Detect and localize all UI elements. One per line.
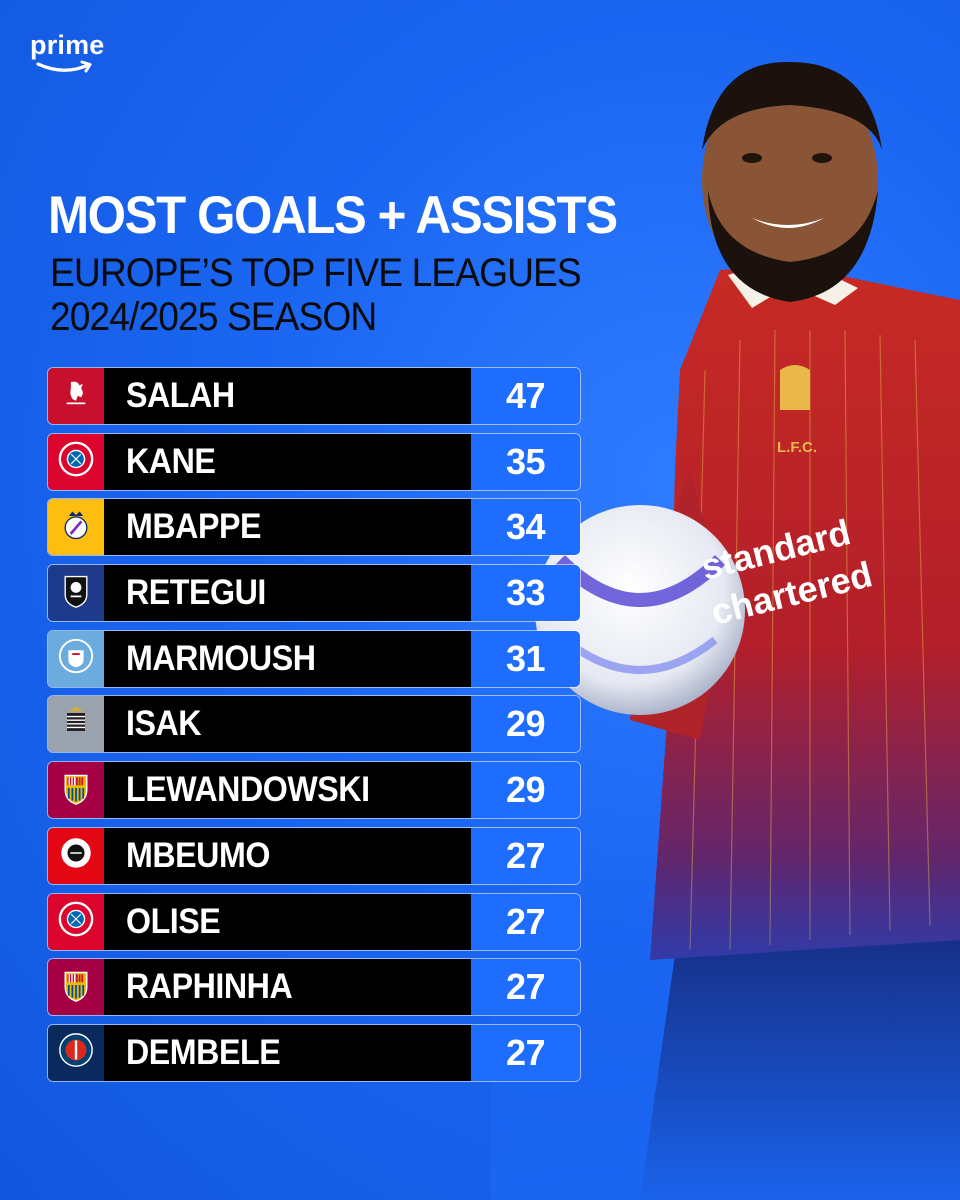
name-cell: DEMBELE xyxy=(104,1024,471,1081)
psg-crest-icon xyxy=(57,1031,95,1074)
crest-cell xyxy=(48,433,104,490)
crest-cell xyxy=(48,1024,104,1081)
name-cell: LEWANDOWSKI xyxy=(104,762,471,819)
crest-cell xyxy=(48,565,104,622)
crest-cell xyxy=(48,827,104,884)
value-cell: 33 xyxy=(471,565,580,622)
goals-assists-value: 47 xyxy=(505,375,546,416)
barcelona-crest-icon xyxy=(58,967,94,1008)
goals-assists-value: 31 xyxy=(505,637,546,679)
crest-cell xyxy=(48,893,104,950)
value-cell: 27 xyxy=(471,893,580,950)
player-name: ISAK xyxy=(126,704,202,744)
bayern-crest-icon xyxy=(57,440,95,483)
player-name: LEWANDOWSKI xyxy=(126,770,370,810)
man-city-crest-icon xyxy=(57,637,95,680)
name-cell: SALAH xyxy=(104,368,471,424)
ranking-row: RETEGUI 33 xyxy=(47,564,581,623)
value-cell: 29 xyxy=(471,762,580,819)
crest-cell xyxy=(48,630,104,687)
value-cell: 27 xyxy=(471,959,580,1016)
prime-logo: prime xyxy=(30,32,110,82)
ranking-row: DEMBELE 27 xyxy=(47,1023,581,1082)
goals-assists-value: 29 xyxy=(505,703,546,745)
value-cell: 27 xyxy=(471,1024,580,1081)
subtitle-leagues: EUROPE’S TOP FIVE LEAGUES xyxy=(50,251,582,295)
name-cell: MBEUMO xyxy=(104,827,471,884)
ranking-row: LEWANDOWSKI 29 xyxy=(47,761,581,820)
name-cell: ISAK xyxy=(104,696,471,753)
ranking-list: SALAH 47 KANE 35 MBAPPE 34 RETEGUI 33 MA… xyxy=(47,367,581,1090)
shirt-crest xyxy=(780,365,810,410)
goals-assists-value: 27 xyxy=(505,834,546,876)
player-name: SALAH xyxy=(126,376,235,415)
value-cell: 27 xyxy=(471,827,580,884)
bayern-crest-icon xyxy=(57,900,95,943)
atalanta-crest-icon xyxy=(58,573,94,614)
goals-assists-value: 27 xyxy=(505,966,546,1008)
ranking-row: MARMOUSH 31 xyxy=(47,629,581,688)
player-name: RAPHINHA xyxy=(126,967,293,1007)
ranking-row: MBAPPE 34 xyxy=(47,498,581,557)
player-name: MBEUMO xyxy=(126,835,270,875)
player-name: MBAPPE xyxy=(126,507,262,547)
goals-assists-value: 29 xyxy=(505,769,546,811)
ranking-row: RAPHINHA 27 xyxy=(47,958,581,1017)
name-cell: MARMOUSH xyxy=(104,630,471,687)
player-name: KANE xyxy=(126,441,216,481)
name-cell: OLISE xyxy=(104,893,471,950)
ranking-row: MBEUMO 27 xyxy=(47,826,581,885)
ranking-row: KANE 35 xyxy=(47,432,581,491)
name-cell: KANE xyxy=(104,433,471,490)
crest-cell xyxy=(48,368,104,424)
liverbird-crest-icon xyxy=(59,377,93,416)
prime-logo-word: prime xyxy=(30,30,105,60)
value-cell: 29 xyxy=(471,696,580,753)
shirt-club-mark: L.F.C. xyxy=(777,439,817,456)
name-cell: RETEGUI xyxy=(104,565,471,622)
barcelona-crest-icon xyxy=(58,770,94,811)
player-name: OLISE xyxy=(126,901,221,941)
goals-assists-value: 35 xyxy=(505,440,546,482)
crest-cell xyxy=(48,762,104,819)
value-cell: 35 xyxy=(471,433,580,490)
page-title: MOST GOALS + ASSISTS xyxy=(48,186,618,245)
value-cell: 47 xyxy=(471,368,580,424)
crest-cell xyxy=(48,499,104,556)
name-cell: RAPHINHA xyxy=(104,959,471,1016)
shirt-shape xyxy=(650,265,960,960)
goals-assists-value: 27 xyxy=(505,900,546,942)
player-name: DEMBELE xyxy=(126,1032,281,1072)
ranking-row: ISAK 29 xyxy=(47,695,581,754)
brentford-crest-icon xyxy=(57,834,95,877)
player-name: RETEGUI xyxy=(126,573,266,613)
value-cell: 31 xyxy=(471,630,580,687)
goals-assists-value: 34 xyxy=(505,506,546,548)
subtitle-season: 2024/2025 SEASON xyxy=(50,295,377,339)
goals-assists-value: 27 xyxy=(505,1031,546,1073)
ranking-row: SALAH 47 xyxy=(47,367,581,425)
player-name: MARMOUSH xyxy=(126,638,316,678)
name-cell: MBAPPE xyxy=(104,499,471,556)
crest-cell xyxy=(48,696,104,753)
newcastle-crest-icon xyxy=(58,704,94,745)
crest-cell xyxy=(48,959,104,1016)
real-madrid-crest-icon xyxy=(58,507,94,548)
value-cell: 34 xyxy=(471,499,580,556)
football-shape xyxy=(535,505,745,715)
goals-assists-value: 33 xyxy=(505,572,546,614)
ranking-row: OLISE 27 xyxy=(47,892,581,951)
prime-smile-icon xyxy=(36,60,92,73)
